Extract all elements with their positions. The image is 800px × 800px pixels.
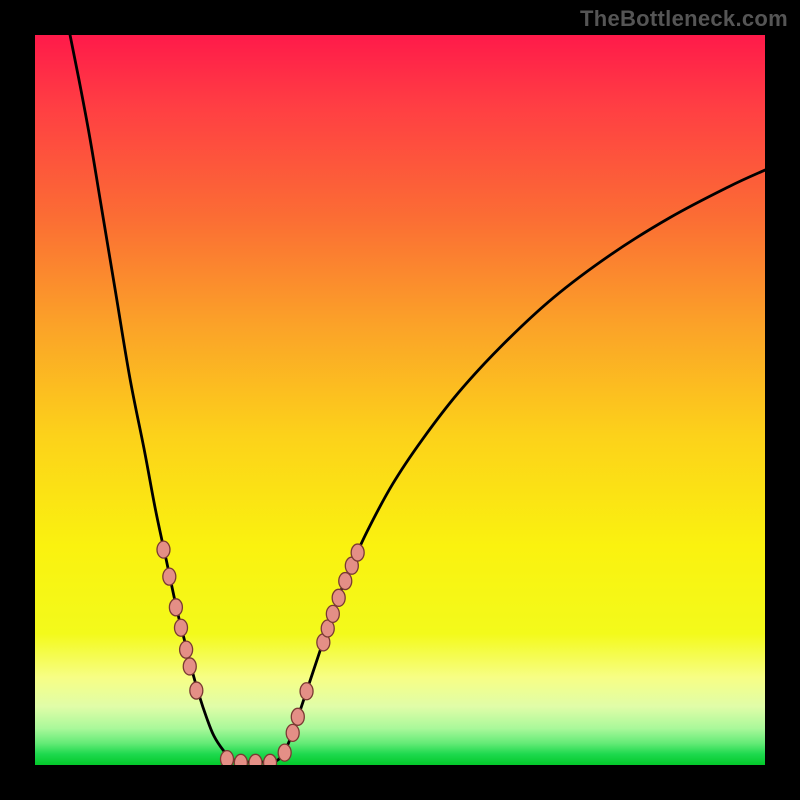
data-dot	[183, 658, 196, 675]
data-dot	[169, 599, 182, 616]
data-dot	[339, 573, 352, 590]
data-dot	[300, 683, 313, 700]
data-dot	[291, 708, 304, 725]
data-dot	[351, 544, 364, 561]
data-dot	[278, 744, 291, 761]
data-dot	[220, 751, 233, 765]
data-dot	[264, 754, 277, 765]
plot-area	[35, 35, 765, 765]
plot-frame	[0, 0, 800, 800]
data-dot	[286, 724, 299, 741]
data-dot	[157, 541, 170, 558]
data-dot	[163, 568, 176, 585]
data-dot	[326, 605, 339, 622]
watermark-text: TheBottleneck.com	[580, 6, 788, 32]
data-dot	[332, 589, 345, 606]
data-dot	[175, 619, 188, 636]
chart-svg	[35, 35, 765, 765]
data-dot	[180, 641, 193, 658]
data-dot	[190, 682, 203, 699]
data-dot	[249, 754, 262, 765]
data-dot	[234, 754, 247, 765]
gradient-background	[35, 35, 765, 765]
